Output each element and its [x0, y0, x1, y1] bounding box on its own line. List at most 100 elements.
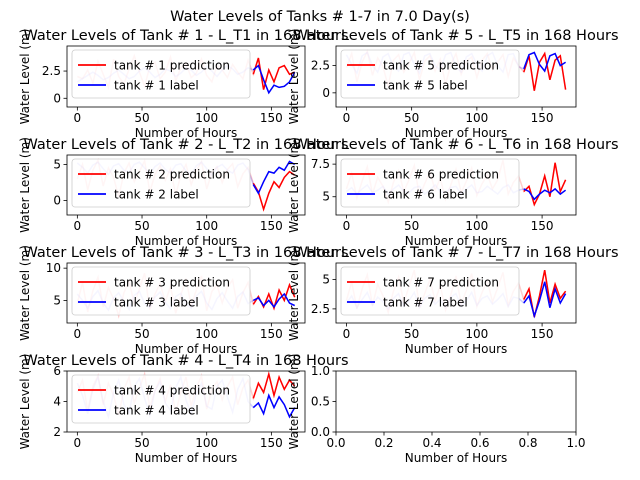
y-axis-label: Water Level (m)	[287, 245, 301, 341]
axes-frame	[66, 154, 306, 216]
y-tick-label: 2.5	[311, 59, 330, 73]
y-tick-label: 1.0	[311, 364, 330, 378]
y-tick-label: 10	[46, 261, 61, 275]
y-axis-label: Water Level (m)	[287, 29, 301, 125]
y-tick-label: 5	[53, 157, 61, 171]
x-tick-label: 0	[343, 111, 351, 125]
subplot-title: Water Levels of Tank # 1 - L_T1 in 168 H…	[23, 28, 348, 44]
legend-label: tank # 6 label	[383, 188, 468, 202]
subplot-title: Water Levels of Tank # 2 - L_T2 in 168 H…	[23, 137, 348, 153]
x-tick-label: 50	[134, 219, 149, 233]
y-tick-label: 0	[53, 91, 61, 105]
legend-box	[340, 158, 520, 208]
series-forecast-line	[523, 187, 567, 201]
x-tick-label: 0.0	[326, 436, 345, 450]
x-tick-label: 100	[465, 327, 488, 341]
legend-box	[71, 158, 251, 208]
x-tick-label: 150	[260, 219, 283, 233]
y-tick-label: 5	[322, 272, 330, 286]
x-axis-label: Number of Hours	[135, 126, 238, 140]
y-axis-label: Water Level (m)	[18, 29, 32, 125]
x-tick-label: 50	[404, 111, 419, 125]
subplot-title: Water Levels of Tank # 7 - L_T7 in 168 H…	[293, 245, 618, 261]
series-forecast-line	[252, 393, 296, 419]
y-tick-label: 2.5	[311, 302, 330, 316]
legend-label: tank # 5 prediction	[383, 59, 499, 73]
x-tick-label: 50	[134, 327, 149, 341]
axes-frame	[335, 262, 577, 324]
x-tick-label: 150	[531, 111, 554, 125]
legend-box	[71, 49, 251, 99]
axes-frame	[335, 45, 577, 108]
x-tick-label: 100	[195, 327, 218, 341]
x-axis-label: Number of Hours	[405, 234, 508, 248]
series-forecast-line	[523, 51, 566, 73]
x-tick-label: 100	[465, 111, 488, 125]
axes-frame	[66, 45, 306, 108]
legend-label: tank # 1 label	[114, 79, 199, 93]
subplot-6: 0 50 100 150 2.5 5 Number of Hours Water Level …	[287, 245, 619, 356]
series-forecast-line	[252, 371, 296, 399]
y-axis-label: Water Level (m)	[18, 137, 32, 233]
y-tick-label: 2.5	[42, 64, 61, 78]
legend-label: tank # 4 label	[114, 404, 199, 418]
legend-box	[71, 266, 251, 316]
legend-box	[340, 266, 520, 316]
y-tick-label: 0	[53, 194, 61, 208]
x-axis-label: Number of Hours	[405, 342, 508, 356]
x-tick-label: 0	[74, 219, 82, 233]
axes-frame	[335, 154, 577, 216]
y-tick-label: 0.5	[311, 395, 330, 409]
x-tick-label: 0	[343, 327, 351, 341]
subplot-title: Water Levels of Tank # 3 - L_T3 in 168 H…	[23, 245, 348, 261]
y-tick-label: 0	[322, 86, 330, 100]
series-forecast-line	[523, 269, 567, 318]
legend-label: tank # 3 prediction	[114, 276, 230, 290]
x-tick-label: 150	[260, 327, 283, 341]
x-axis-label: Number of Hours	[405, 451, 508, 465]
y-tick-label: 5	[53, 293, 61, 307]
legend-label: tank # 1 prediction	[114, 59, 230, 73]
x-tick-label: 0	[74, 111, 82, 125]
series-forecast-line	[252, 64, 296, 95]
series-forecast-line	[523, 162, 567, 207]
legend-label: tank # 4 prediction	[114, 384, 230, 398]
x-tick-label: 0.8	[518, 436, 537, 450]
y-tick-label: 7.5	[311, 157, 330, 171]
x-tick-label: 0.2	[374, 436, 393, 450]
axes-frame	[335, 370, 577, 433]
x-tick-label: 100	[195, 111, 218, 125]
x-tick-label: 0	[343, 219, 351, 233]
subplot-2: 0 50 100 150 0 2.5 Number of Hours Water Level …	[287, 28, 619, 140]
legend-label: tank # 6 prediction	[383, 168, 499, 182]
y-axis-label: Water Level (m)	[18, 245, 32, 341]
y-axis-label: Water Level (m)	[287, 354, 301, 450]
x-tick-label: 50	[134, 111, 149, 125]
legend-label: tank # 2 prediction	[114, 168, 230, 182]
x-tick-label: 50	[134, 436, 149, 450]
series-forecast-line	[252, 170, 296, 212]
x-axis-label: Number of Hours	[135, 451, 238, 465]
subplot-8: 0.0 0.2 0.4 0.6 0.8 1.0 0.0 0.5 1.0 Number of Hou…	[287, 354, 586, 465]
legend-box	[71, 374, 251, 424]
legend-label: tank # 3 label	[114, 296, 199, 310]
x-tick-label: 150	[260, 111, 283, 125]
x-tick-label: 0.6	[470, 436, 489, 450]
x-tick-label: 150	[531, 219, 554, 233]
axes-frame	[66, 262, 306, 324]
subplot-4: 0 50 100 150 5 7.5 Number of Hours Water Level …	[287, 137, 619, 248]
y-tick-label: 2	[53, 425, 61, 439]
y-axis-label: Water Level (m)	[18, 354, 32, 450]
x-tick-label: 50	[404, 327, 419, 341]
subplot-title: Water Levels of Tank # 4 - L_T4 in 168 H…	[23, 353, 348, 369]
y-tick-label: 4	[53, 395, 61, 409]
subplot-1: 0 50 100 150 0 2.5 Number of Hours Water Level …	[18, 28, 349, 140]
x-tick-label: 100	[195, 219, 218, 233]
y-axis-label: Water Level (m)	[287, 137, 301, 233]
subplot-title: Water Levels of Tank # 5 - L_T5 in 168 H…	[293, 28, 618, 44]
legend-label: tank # 2 label	[114, 188, 199, 202]
x-tick-label: 0.4	[422, 436, 441, 450]
series-forecast-line	[523, 51, 567, 91]
